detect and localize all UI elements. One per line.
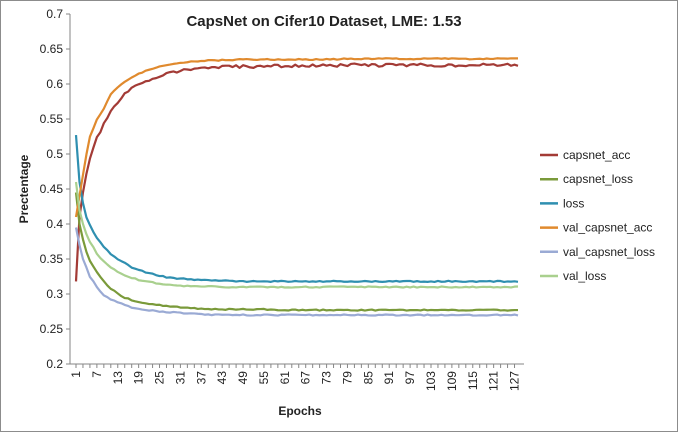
x-tick-label: 127: [508, 371, 522, 391]
x-tick-label: 43: [215, 371, 229, 385]
y-axis-title: Prectentage: [17, 154, 31, 223]
x-tick-label: 103: [424, 371, 438, 391]
y-tick-label: 0.7: [46, 7, 63, 21]
y-tick-label: 0.25: [40, 322, 64, 336]
x-tick-label: 97: [403, 371, 417, 385]
series-line-val-loss: [74, 181, 519, 289]
legend-label: capsnet_acc: [563, 148, 630, 162]
x-tick-label: 79: [340, 371, 354, 385]
x-tick-label: 61: [278, 371, 292, 385]
legend-label: val_capsnet_acc: [563, 221, 652, 235]
y-tick-label: 0.3: [46, 287, 63, 301]
y-tick-label: 0.55: [40, 112, 64, 126]
legend-label: loss: [563, 196, 584, 210]
y-tick-label: 0.45: [40, 182, 64, 196]
y-tick-label: 0.6: [46, 77, 63, 91]
x-tick-label: 19: [132, 371, 146, 385]
x-tick-label: 25: [153, 371, 167, 385]
series-line-val-capsnet-acc: [74, 57, 519, 218]
x-tick-label: 109: [445, 371, 459, 391]
y-tick-label: 0.5: [46, 147, 63, 161]
series-line-capsnet-loss: [74, 192, 518, 312]
x-tick-label: 13: [111, 371, 125, 385]
x-tick-label: 85: [361, 371, 375, 385]
x-tick-label: 1: [69, 371, 83, 378]
series-line-loss: [74, 135, 519, 284]
x-tick-label: 67: [299, 371, 313, 385]
x-tick-label: 49: [236, 371, 250, 385]
legend-label: capsnet_loss: [563, 172, 633, 186]
series-layer: [74, 57, 519, 317]
x-tick-label: 121: [487, 371, 501, 391]
x-tick-label: 55: [257, 371, 271, 385]
x-tick-label: 73: [320, 371, 334, 385]
y-tick-label: 0.35: [40, 252, 64, 266]
x-tick-label: 7: [90, 371, 104, 378]
x-tick-label: 31: [173, 371, 187, 385]
y-tick-label: 0.65: [40, 42, 64, 56]
series-line-val-capsnet-loss: [74, 227, 519, 317]
y-tick-label: 0.2: [46, 357, 63, 371]
axes: 0.20.250.30.350.40.450.50.550.60.650.71 7…: [40, 7, 524, 391]
legend-label: val_loss: [563, 269, 606, 283]
x-tick-label: 115: [466, 371, 480, 390]
x-tick-label: 37: [194, 371, 208, 385]
x-axis-title: Epochs: [278, 404, 322, 418]
chart-title: CapsNet on Cifer10 Dataset, LME: 1.53: [186, 13, 461, 30]
x-tick-label: 91: [382, 371, 396, 385]
series-line-capsnet-acc: [74, 62, 519, 282]
y-tick-label: 0.4: [46, 217, 63, 231]
legend-label: val_capsnet_loss: [563, 245, 655, 259]
